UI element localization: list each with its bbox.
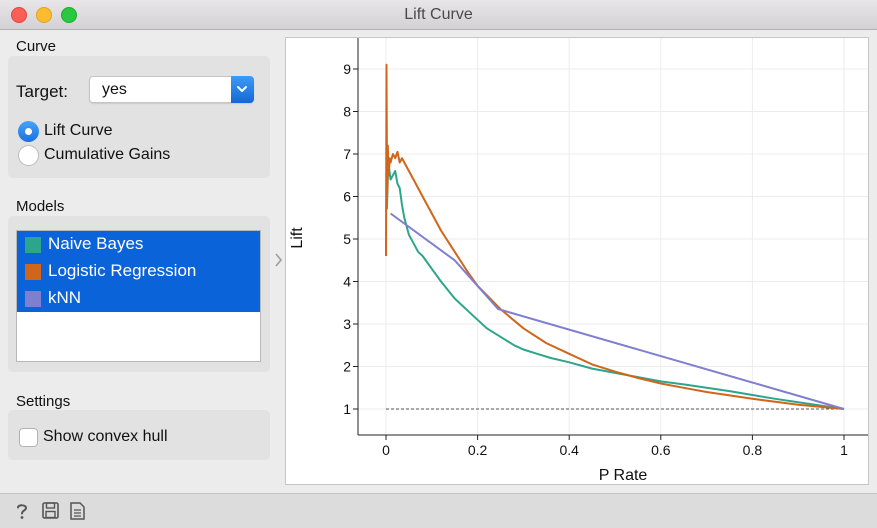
panel-splitter-handle[interactable] xyxy=(274,252,284,273)
y-tick-label: 9 xyxy=(343,61,351,77)
lift-curve-radio[interactable] xyxy=(18,121,39,142)
model-item-knn[interactable]: kNN xyxy=(17,285,260,312)
y-tick-label: 6 xyxy=(343,189,351,205)
window-title: Lift Curve xyxy=(404,6,473,23)
lift-curve-chart-svg: 0 0.2 0.4 0.6 0.8 1 1 2 3 4 5 6 7 8 9 P Rate Lift xyxy=(289,38,868,484)
minimize-window-button[interactable] xyxy=(36,7,52,23)
chevron-down-icon[interactable] xyxy=(231,76,254,103)
naive-bayes-color-swatch xyxy=(25,237,41,253)
show-convex-hull-checkbox[interactable] xyxy=(19,428,38,447)
x-tick-label: 1 xyxy=(840,442,848,458)
y-tick-label: 8 xyxy=(343,104,351,120)
target-label: Target: xyxy=(16,82,68,101)
knn-color-swatch xyxy=(25,291,41,307)
y-tick-label: 5 xyxy=(343,231,351,247)
cumulative-gains-radio[interactable] xyxy=(18,145,39,166)
report-icon[interactable] xyxy=(70,502,85,525)
y-tick-label: 1 xyxy=(343,401,351,417)
x-tick-label: 0.4 xyxy=(559,442,579,458)
curve-group-title: Curve xyxy=(16,38,57,55)
model-item-logistic-regression[interactable]: Logistic Regression xyxy=(17,258,260,285)
title-bar: Lift Curve xyxy=(0,0,877,30)
y-tick-label: 3 xyxy=(343,316,351,332)
settings-group-box xyxy=(8,410,270,460)
logistic-regression-color-swatch xyxy=(25,264,41,280)
model-item-label: Naive Bayes xyxy=(48,234,144,253)
series-line-naive-bayes xyxy=(385,161,845,410)
y-tick-label: 4 xyxy=(343,274,351,290)
series-line-knn xyxy=(390,212,845,410)
plot-area xyxy=(358,38,868,435)
save-icon[interactable] xyxy=(42,502,59,524)
y-tick-label: 2 xyxy=(343,359,351,375)
status-bar xyxy=(0,493,877,528)
lift-curve-radio-label[interactable]: Lift Curve xyxy=(44,122,113,139)
x-axis-title: P Rate xyxy=(599,467,648,484)
target-combobox[interactable]: yes xyxy=(89,76,254,103)
model-item-naive-bayes[interactable]: Naive Bayes xyxy=(17,231,260,258)
help-icon[interactable] xyxy=(14,502,30,525)
cumulative-gains-radio-label[interactable]: Cumulative Gains xyxy=(44,146,171,163)
y-tick-label: 7 xyxy=(343,146,351,162)
x-tick-label: 0.2 xyxy=(468,442,488,458)
models-group-title: Models xyxy=(16,198,65,215)
x-tick-label: 0.6 xyxy=(651,442,671,458)
model-item-label: Logistic Regression xyxy=(48,261,197,280)
target-combobox-value: yes xyxy=(102,81,127,98)
x-tick-label: 0.8 xyxy=(743,442,763,458)
models-listbox[interactable]: Naive Bayes Logistic Regression kNN xyxy=(16,230,261,362)
settings-group-title: Settings xyxy=(16,393,71,410)
x-tick-label: 0 xyxy=(382,442,390,458)
close-window-button[interactable] xyxy=(11,7,27,23)
lift-curve-plot[interactable]: 0 0.2 0.4 0.6 0.8 1 1 2 3 4 5 6 7 8 9 P Rate Lift xyxy=(285,37,869,485)
series-line-logistic-regression xyxy=(385,63,845,410)
show-convex-hull-label[interactable]: Show convex hull xyxy=(43,428,168,445)
y-axis-title: Lift xyxy=(289,227,306,249)
model-item-label: kNN xyxy=(48,288,82,307)
zoom-window-button[interactable] xyxy=(61,7,77,23)
